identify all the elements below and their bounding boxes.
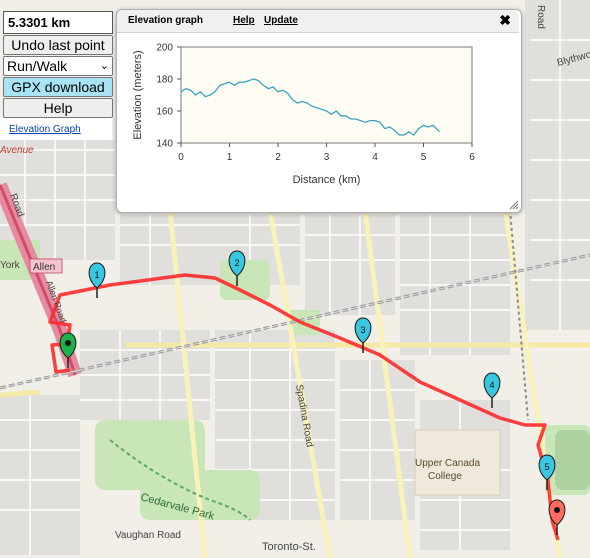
x-tick-label: 3 [324,152,330,163]
mode-select[interactable]: Run/Walk ⌄ [3,56,113,76]
map-label-allen: Allen [33,262,55,273]
map-label-road-top: Road [535,5,546,29]
route-line [48,273,560,541]
elevation-panel: Elevation graph Help Update ✖ 0 1 2 3 4 5 6 140… [116,9,522,213]
map-label-avenue: Avenue [0,145,34,156]
x-tick-label: 0 [178,152,184,163]
map-label-toronto-st: Toronto-St. [262,541,316,553]
y-tick-label: 160 [156,107,173,118]
distance-display: 5.3301 km [3,11,113,34]
x-tick-label: 6 [469,152,475,163]
x-tick-label: 1 [227,152,233,163]
resize-grip-icon[interactable] [509,200,519,210]
close-icon[interactable]: ✖ [499,12,511,28]
controls-backdrop [0,118,112,140]
map-label-ucc: Upper Canada College [415,458,483,482]
marker-label: 2 [234,258,239,268]
x-tick-label: 2 [275,152,281,163]
marker-pin-icon [538,454,556,481]
km-marker-4[interactable]: 4 [483,372,501,408]
x-axis-label: Distance (km) [293,174,361,186]
undo-button[interactable]: Undo last point [3,35,113,55]
marker-label: 5 [544,462,549,472]
marker-label: 1 [94,270,99,280]
help-button[interactable]: Help [3,98,113,118]
gpx-download-button[interactable]: GPX download [3,77,113,97]
x-tick-label: 5 [421,152,427,163]
y-axis-label: Elevation (meters) [132,50,144,139]
marker-label: 3 [360,325,365,335]
elevation-chart: 0 1 2 3 4 5 6 140 160 180 200 Distance (km) Elevatio… [132,43,475,187]
km-marker-1[interactable]: 1 [88,262,106,298]
elevation-update-link[interactable]: Update [264,15,298,26]
map-label-vaughan: Vaughan Road [115,530,181,541]
end-marker[interactable] [548,499,566,535]
km-marker-5[interactable]: 5 [538,454,556,490]
elevation-graph-link[interactable]: Elevation Graph [9,124,81,135]
elevation-help-link[interactable]: Help [233,15,255,26]
marker-label: 4 [489,380,494,390]
marker-pin-icon [228,250,246,277]
plot-area [180,46,473,144]
km-marker-2[interactable]: 2 [228,250,246,286]
chevron-down-icon: ⌄ [99,60,109,72]
y-tick-label: 180 [156,75,173,86]
marker-pin-icon [354,317,372,344]
elevation-panel-header [117,10,519,33]
y-tick-label: 200 [156,43,173,54]
x-tick-label: 4 [372,152,378,163]
marker-pin-icon [483,372,501,399]
mode-select-value: Run/Walk [7,58,68,74]
map-label-york: York [0,260,21,271]
marker-pin-icon [88,262,106,289]
start-marker[interactable] [59,332,77,368]
elevation-panel-title: Elevation graph [128,15,204,26]
km-marker-3[interactable]: 3 [354,317,372,353]
elevation-line [180,78,440,136]
y-tick-label: 140 [156,139,173,150]
